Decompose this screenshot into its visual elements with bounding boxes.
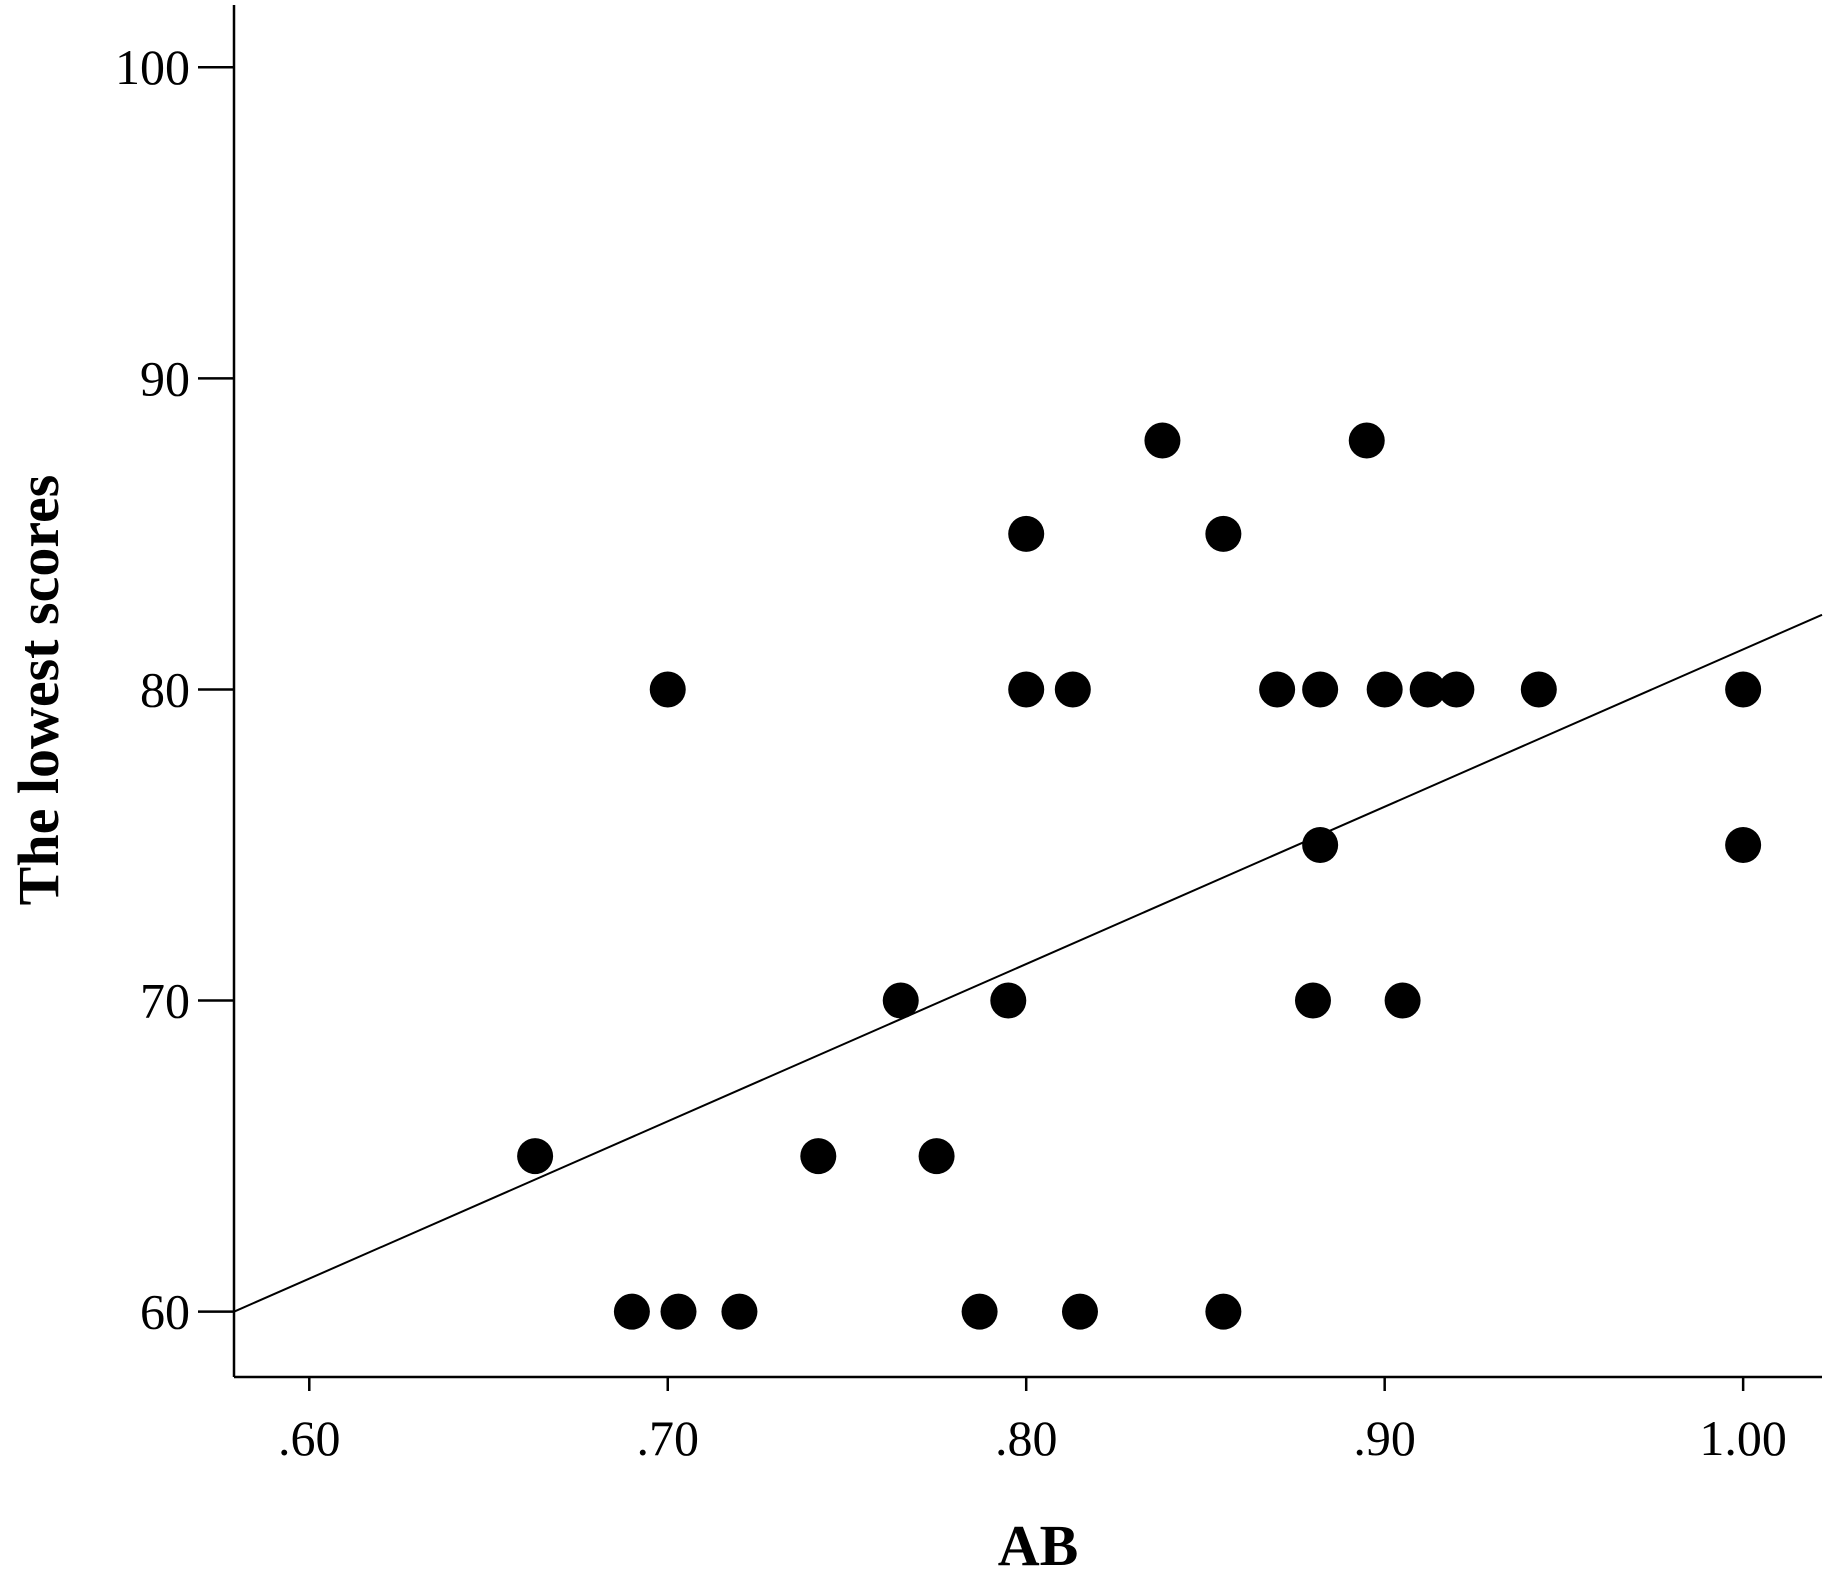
data-point [1409, 671, 1446, 708]
x-tick-label: 1.00 [1699, 1410, 1787, 1466]
data-point [1061, 1293, 1098, 1330]
fit-layer [233, 613, 1823, 1313]
data-point [1205, 515, 1242, 552]
data-point [1008, 671, 1045, 708]
data-point [660, 1293, 697, 1330]
data-point [1348, 422, 1385, 459]
data-point [1054, 671, 1091, 708]
data-point [1725, 671, 1762, 708]
x-tick-label: .70 [636, 1410, 699, 1466]
data-point [1384, 982, 1421, 1019]
y-tick-label: 90 [140, 350, 190, 406]
axes [232, 5, 1822, 1379]
x-tick-label: .60 [278, 1410, 341, 1466]
data-point [1302, 827, 1339, 863]
y-tick-label: 100 [115, 39, 190, 95]
fit-line [233, 613, 1823, 1313]
data-point [517, 1138, 554, 1175]
data-point [1259, 671, 1296, 708]
y-tick-label: 80 [140, 661, 190, 717]
data-point [1520, 671, 1557, 708]
data-point [613, 1293, 650, 1330]
data-point [990, 982, 1027, 1019]
y-axis-title: The lowest scores [6, 475, 71, 906]
x-tick-label: .90 [1353, 1410, 1416, 1466]
x-ticks: .60 .70 .80 .90 1.00 [278, 1377, 1787, 1466]
data-point [1366, 671, 1403, 708]
data-point [918, 1138, 955, 1175]
data-point [1294, 982, 1331, 1019]
data-point [1205, 1293, 1242, 1330]
data-point [1438, 671, 1475, 708]
data-point [1302, 671, 1339, 708]
data-point [1008, 515, 1045, 552]
data-point [800, 1138, 837, 1175]
x-axis-title: AB [998, 1513, 1079, 1578]
x-tick-label: .80 [995, 1410, 1058, 1466]
data-point [961, 1293, 998, 1330]
data-point [1725, 827, 1762, 863]
data-points [517, 422, 1762, 1330]
y-ticks: 60 70 80 90 100 [115, 39, 234, 1340]
data-point [1144, 422, 1181, 459]
y-tick-label: 70 [140, 973, 190, 1029]
data-point [882, 982, 919, 1019]
y-tick-label: 60 [140, 1284, 190, 1340]
data-point [649, 671, 686, 708]
data-point [721, 1293, 758, 1330]
